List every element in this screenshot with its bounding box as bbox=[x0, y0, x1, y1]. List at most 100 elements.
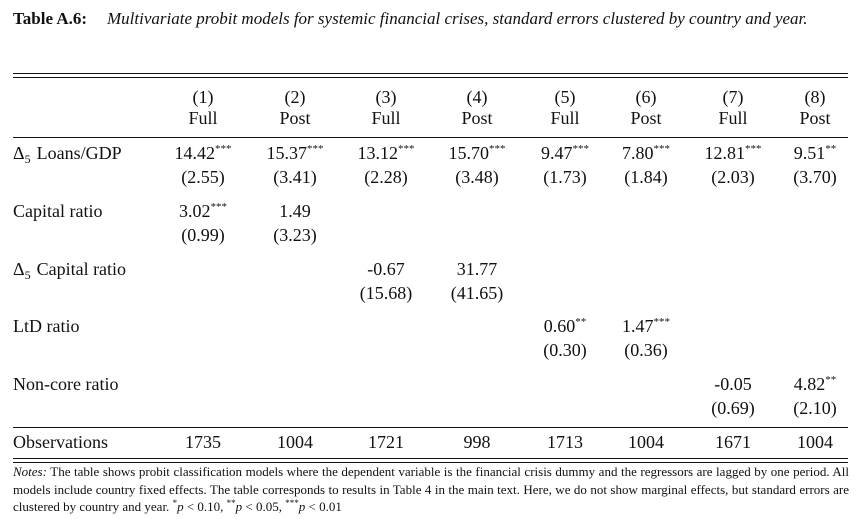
table-label: Table A.6: bbox=[13, 9, 88, 28]
column-sample: Post bbox=[279, 108, 311, 128]
sig-text: < 0.01 bbox=[308, 499, 342, 514]
coefficient: 4.82** bbox=[794, 373, 837, 398]
sig-var: p bbox=[298, 499, 306, 514]
sig-stars: *** bbox=[285, 498, 299, 508]
column-number: (7) bbox=[722, 87, 744, 107]
sig-stars: ** bbox=[226, 498, 236, 508]
sig-var: p bbox=[235, 499, 243, 514]
coefficient: 9.51** bbox=[794, 142, 837, 167]
rule bbox=[13, 77, 848, 78]
coef-value: -0.67 bbox=[367, 259, 405, 279]
standard-error: (3.23) bbox=[273, 225, 317, 245]
standard-error: (0.99) bbox=[181, 225, 225, 245]
observations-value: 998 bbox=[463, 432, 491, 452]
observations-value: 1721 bbox=[368, 432, 404, 452]
coefficient: 3.02*** bbox=[179, 200, 227, 225]
significance-stars: ** bbox=[825, 374, 837, 386]
coefficient: -0.05 bbox=[714, 373, 752, 395]
column-number: (4) bbox=[466, 87, 488, 107]
label-text: Loans/GDP bbox=[36, 143, 122, 163]
coefficient: 15.37*** bbox=[267, 142, 324, 167]
column-sample: Full bbox=[371, 108, 401, 128]
label-text: Capital ratio bbox=[13, 201, 103, 221]
sig-text: < 0.10, bbox=[186, 499, 224, 514]
label-symbol: Δ bbox=[13, 143, 25, 163]
standard-error: (3.70) bbox=[793, 167, 837, 187]
column-sample: Full bbox=[718, 108, 748, 128]
standard-error: (0.36) bbox=[624, 340, 668, 360]
label-subscript: 5 bbox=[24, 152, 31, 166]
sig-var: p bbox=[177, 499, 184, 514]
significance-stars: *** bbox=[653, 143, 671, 155]
coef-value: 14.42 bbox=[174, 143, 216, 163]
column-sample: Full bbox=[188, 108, 218, 128]
coefficient: 1.49 bbox=[279, 200, 311, 222]
label-text: LtD ratio bbox=[13, 316, 80, 336]
significance-stars: *** bbox=[398, 143, 415, 155]
row-label: Capital ratio bbox=[13, 200, 102, 222]
significance-stars: *** bbox=[745, 143, 762, 155]
observations-value: 1004 bbox=[277, 432, 313, 452]
significance-stars: *** bbox=[307, 143, 324, 155]
notes-text: The table shows probit classification mo… bbox=[13, 464, 850, 514]
significance-stars: *** bbox=[653, 316, 671, 328]
coefficient: -0.67 bbox=[367, 258, 405, 280]
significance-stars: *** bbox=[572, 143, 590, 155]
column-number: (8) bbox=[804, 87, 826, 107]
row-label: Δ5 Loans/GDP bbox=[13, 142, 122, 166]
coefficient: 1.47*** bbox=[622, 315, 670, 340]
rule bbox=[13, 462, 848, 463]
coef-value: 9.51 bbox=[793, 143, 826, 163]
notes-label: Notes: bbox=[13, 464, 47, 479]
significance-stars: ** bbox=[825, 143, 837, 155]
significance-stars: *** bbox=[210, 201, 228, 213]
sig-text: < 0.05, bbox=[245, 499, 282, 514]
coef-value: 7.80 bbox=[622, 143, 654, 163]
observations-value: 1713 bbox=[547, 432, 583, 452]
standard-error: (3.41) bbox=[273, 167, 317, 187]
column-number: (1) bbox=[192, 87, 214, 107]
coef-value: 4.82 bbox=[793, 374, 826, 394]
coef-value: 31.77 bbox=[456, 259, 498, 279]
rule bbox=[13, 73, 848, 74]
standard-error: (1.84) bbox=[624, 167, 668, 187]
coef-value: 15.37 bbox=[266, 143, 308, 163]
standard-error: (2.10) bbox=[793, 398, 837, 418]
column-number: (2) bbox=[284, 87, 306, 107]
standard-error: (2.55) bbox=[181, 167, 225, 187]
observations-value: 1671 bbox=[715, 432, 751, 452]
coef-value: 3.02 bbox=[179, 201, 211, 221]
table-title: Multivariate probit models for systemic … bbox=[107, 9, 808, 28]
coef-value: 15.70 bbox=[448, 143, 490, 163]
row-label: Observations bbox=[13, 432, 108, 452]
standard-error: (1.73) bbox=[543, 167, 587, 187]
coef-value: 13.12 bbox=[357, 143, 399, 163]
coefficient: 9.47*** bbox=[541, 142, 589, 167]
coefficient: 0.60** bbox=[544, 315, 587, 340]
column-number: (6) bbox=[635, 87, 657, 107]
column-number: (5) bbox=[554, 87, 576, 107]
standard-error: (0.69) bbox=[711, 398, 755, 418]
standard-error: (15.68) bbox=[359, 283, 413, 303]
coefficient: 7.80*** bbox=[622, 142, 670, 167]
label-symbol: Δ bbox=[13, 259, 25, 279]
standard-error: (0.30) bbox=[543, 340, 587, 360]
significance-stars: *** bbox=[489, 143, 506, 155]
coefficient: 15.70*** bbox=[449, 142, 506, 167]
row-label: Δ5 Capital ratio bbox=[13, 258, 126, 282]
standard-error: (41.65) bbox=[450, 283, 504, 303]
sig-stars: * bbox=[172, 498, 178, 508]
coef-value: 12.81 bbox=[704, 143, 746, 163]
coef-value: 9.47 bbox=[541, 143, 573, 163]
column-number: (3) bbox=[375, 87, 397, 107]
row-label: Non-core ratio bbox=[13, 373, 118, 395]
standard-error: (3.48) bbox=[455, 167, 499, 187]
column-sample: Full bbox=[550, 108, 580, 128]
coef-value: -0.05 bbox=[714, 374, 752, 394]
column-sample: Post bbox=[799, 108, 831, 128]
coefficient: 12.81*** bbox=[705, 142, 762, 167]
column-sample: Post bbox=[630, 108, 662, 128]
standard-error: (2.03) bbox=[711, 167, 755, 187]
standard-error: (2.28) bbox=[364, 167, 408, 187]
